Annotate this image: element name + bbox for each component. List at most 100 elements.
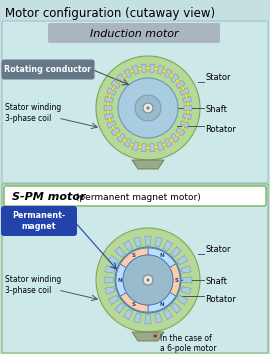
Ellipse shape (176, 133, 180, 137)
FancyBboxPatch shape (1, 206, 77, 236)
Ellipse shape (129, 143, 134, 146)
Ellipse shape (109, 118, 112, 123)
Polygon shape (107, 121, 116, 128)
Polygon shape (117, 133, 126, 142)
Polygon shape (183, 96, 191, 103)
Ellipse shape (186, 110, 189, 115)
Ellipse shape (122, 138, 127, 142)
Text: Stator winding
3-phase coil: Stator winding 3-phase coil (5, 103, 61, 123)
Text: Stator: Stator (205, 74, 231, 82)
Text: Motor configuration (cutaway view): Motor configuration (cutaway view) (5, 6, 215, 19)
Circle shape (143, 275, 153, 285)
Polygon shape (155, 313, 163, 323)
Text: Rotator: Rotator (205, 296, 236, 304)
Polygon shape (134, 237, 141, 247)
Wedge shape (148, 248, 176, 268)
Text: N: N (160, 302, 164, 307)
Circle shape (147, 279, 150, 281)
Polygon shape (132, 332, 164, 341)
Ellipse shape (154, 67, 159, 70)
Polygon shape (132, 65, 139, 74)
Polygon shape (150, 143, 155, 152)
Polygon shape (171, 247, 181, 257)
Polygon shape (176, 127, 185, 136)
Polygon shape (104, 113, 113, 120)
Polygon shape (132, 160, 164, 169)
Polygon shape (107, 88, 116, 95)
Wedge shape (116, 264, 126, 296)
Text: N: N (117, 278, 122, 282)
Polygon shape (163, 240, 173, 251)
Polygon shape (163, 309, 173, 320)
Polygon shape (132, 142, 139, 150)
Ellipse shape (146, 67, 150, 69)
Polygon shape (176, 80, 185, 88)
Text: (permanent magnet motor): (permanent magnet motor) (73, 193, 201, 201)
Polygon shape (155, 237, 163, 247)
Circle shape (96, 56, 200, 160)
Circle shape (115, 247, 181, 313)
Polygon shape (181, 266, 191, 273)
Polygon shape (124, 138, 132, 147)
Polygon shape (145, 315, 151, 324)
FancyBboxPatch shape (2, 184, 268, 353)
Ellipse shape (184, 93, 188, 98)
Polygon shape (115, 247, 125, 257)
Circle shape (135, 95, 161, 121)
Polygon shape (117, 74, 126, 83)
Circle shape (143, 103, 153, 113)
Ellipse shape (137, 145, 142, 149)
Wedge shape (120, 292, 148, 312)
Polygon shape (134, 313, 141, 323)
Polygon shape (104, 277, 113, 283)
Polygon shape (115, 303, 125, 313)
Ellipse shape (154, 145, 159, 149)
Polygon shape (145, 236, 151, 245)
Polygon shape (157, 142, 164, 150)
Ellipse shape (137, 67, 142, 70)
Ellipse shape (181, 126, 184, 130)
Circle shape (96, 228, 200, 332)
Circle shape (123, 255, 173, 305)
Ellipse shape (116, 79, 120, 83)
Polygon shape (105, 266, 115, 273)
Text: S: S (132, 302, 136, 307)
FancyBboxPatch shape (4, 186, 266, 206)
Polygon shape (180, 88, 189, 95)
Polygon shape (105, 287, 115, 295)
Text: S: S (174, 278, 178, 282)
Ellipse shape (184, 118, 188, 123)
Polygon shape (164, 138, 172, 147)
Ellipse shape (162, 70, 167, 73)
Polygon shape (181, 287, 191, 295)
Polygon shape (177, 255, 188, 265)
Ellipse shape (186, 101, 189, 106)
Text: Induction motor: Induction motor (90, 29, 178, 39)
Circle shape (118, 78, 178, 138)
Polygon shape (123, 309, 133, 320)
Wedge shape (148, 292, 176, 312)
FancyBboxPatch shape (2, 21, 268, 183)
FancyBboxPatch shape (48, 23, 220, 43)
Ellipse shape (181, 86, 184, 90)
Ellipse shape (107, 101, 110, 106)
Text: In the case of
a 6-pole motor: In the case of a 6-pole motor (160, 334, 217, 353)
Circle shape (147, 107, 150, 109)
Polygon shape (157, 65, 164, 74)
Ellipse shape (162, 143, 167, 146)
Polygon shape (164, 69, 172, 78)
Text: S-PM motor: S-PM motor (12, 192, 86, 202)
Ellipse shape (146, 147, 150, 149)
Polygon shape (171, 303, 181, 313)
Ellipse shape (107, 110, 110, 115)
Polygon shape (111, 127, 120, 136)
Polygon shape (124, 69, 132, 78)
Text: *: * (153, 334, 160, 343)
Polygon shape (141, 143, 146, 152)
Polygon shape (141, 64, 146, 73)
Polygon shape (109, 295, 119, 305)
Polygon shape (123, 240, 133, 251)
Ellipse shape (129, 70, 134, 73)
Text: S: S (132, 253, 136, 258)
Ellipse shape (169, 138, 174, 142)
